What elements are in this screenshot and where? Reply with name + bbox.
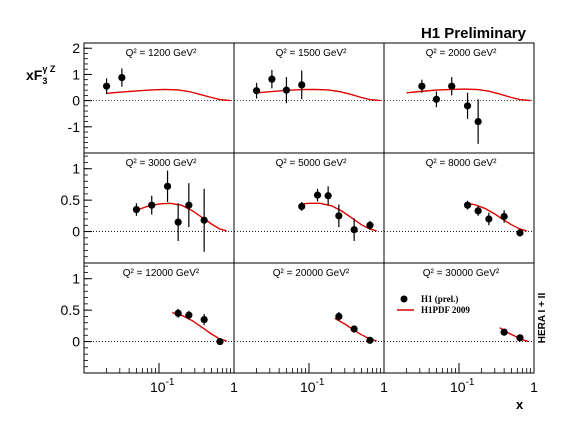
data-point	[463, 102, 472, 110]
panel: Q² = 1200 GeV²	[84, 48, 234, 102]
y-tick-label: -1	[68, 119, 81, 135]
data-point	[335, 212, 343, 220]
x-tick-label: 10-1	[300, 377, 325, 395]
legend-curve-label: H1PDF 2009	[421, 305, 470, 315]
data-point	[366, 221, 374, 229]
panel: Q² = 12000 GeV²	[84, 268, 234, 346]
data-point	[500, 328, 508, 336]
chart-title: H1 Preliminary	[421, 25, 527, 42]
legend-data-label: H1 (prel.)	[421, 294, 458, 304]
data-point	[366, 336, 374, 344]
y-tick-label: 0	[72, 93, 80, 109]
panel: Q² = 3000 GeV²	[84, 158, 234, 252]
y-tick-label: 1	[72, 271, 80, 287]
q2-label: Q² = 2000 GeV²	[426, 48, 498, 59]
data-point	[418, 82, 426, 90]
data-point	[268, 75, 276, 83]
data-point	[350, 226, 358, 234]
data-point	[474, 207, 482, 215]
x-tick-label: 1	[380, 379, 388, 395]
data-point	[335, 312, 343, 321]
panel: Q² = 1500 GeV²	[234, 48, 384, 104]
q2-label: Q² = 8000 GeV²	[426, 158, 498, 169]
y-axis-label-sup: γ Z	[42, 64, 56, 74]
data-point	[324, 192, 332, 200]
theory-curve	[106, 88, 231, 102]
theory-curve	[464, 202, 527, 232]
data-point	[350, 325, 358, 333]
y-tick-label: 1	[72, 66, 80, 82]
theory-curve	[256, 88, 381, 102]
data-point	[500, 212, 508, 221]
panel: Q² = 8000 GeV²	[384, 158, 534, 237]
data-point	[174, 218, 182, 226]
q2-label: Q² = 1200 GeV²	[126, 48, 198, 59]
data-point	[448, 82, 456, 90]
theory-curve	[406, 88, 531, 102]
data-point	[282, 86, 291, 94]
data-point	[485, 215, 493, 223]
x-tick-label: 1	[230, 379, 238, 395]
y-tick-label: 0.5	[61, 192, 81, 208]
legend-data-marker	[400, 295, 408, 303]
q2-label: Q² = 3000 GeV²	[126, 158, 198, 169]
q2-label: Q² = 12000 GeV²	[123, 268, 200, 279]
data-point	[200, 216, 208, 224]
y-tick-label: 2	[72, 40, 80, 56]
y-axis-label-main: xF	[26, 67, 43, 83]
data-point	[432, 95, 441, 103]
data-point	[516, 229, 524, 237]
panel: Q² = 5000 GeV²	[234, 158, 384, 241]
legend: H1 (prel.)H1PDF 2009	[397, 294, 470, 315]
theory-curve	[172, 312, 227, 342]
data-point	[463, 201, 472, 209]
panel: Q² = 30000 GeV²	[384, 268, 534, 343]
q2-label: Q² = 1500 GeV²	[276, 48, 348, 59]
x-tick-label: 10-1	[150, 377, 175, 395]
y-tick-label: 0.5	[61, 302, 81, 318]
q2-label: Q² = 30000 GeV²	[423, 268, 500, 279]
theory-curve	[301, 202, 377, 232]
data-point	[474, 117, 482, 126]
data-point	[200, 315, 208, 324]
q2-label: Q² = 20000 GeV²	[273, 268, 350, 279]
x-axis-label: x	[516, 397, 524, 412]
data-point	[185, 201, 193, 209]
data-point	[174, 309, 182, 317]
y-tick-label: 0	[72, 334, 80, 350]
data-point	[313, 191, 322, 199]
data-point	[216, 337, 224, 346]
data-point	[298, 202, 306, 211]
data-point	[102, 82, 111, 90]
data-point	[118, 73, 126, 82]
side-label: HERA I + II	[537, 293, 548, 344]
y-tick-label: 0	[72, 224, 80, 240]
q2-label: Q² = 5000 GeV²	[276, 158, 348, 169]
data-point	[132, 205, 141, 214]
y-tick-label: 1	[72, 161, 80, 177]
data-point	[298, 81, 306, 89]
y-axis-label-sub: 3	[42, 76, 47, 86]
panel: Q² = 20000 GeV²	[234, 268, 384, 344]
x-tick-label: 10-1	[450, 377, 475, 395]
data-point	[163, 182, 172, 190]
data-point	[148, 201, 156, 209]
data-point	[516, 334, 524, 342]
y-axis-label: xF3 γ Z	[26, 64, 56, 86]
data-point	[185, 311, 193, 319]
x-tick-label: 1	[530, 379, 538, 395]
panel: Q² = 2000 GeV²	[384, 48, 534, 144]
data-point	[252, 87, 261, 95]
